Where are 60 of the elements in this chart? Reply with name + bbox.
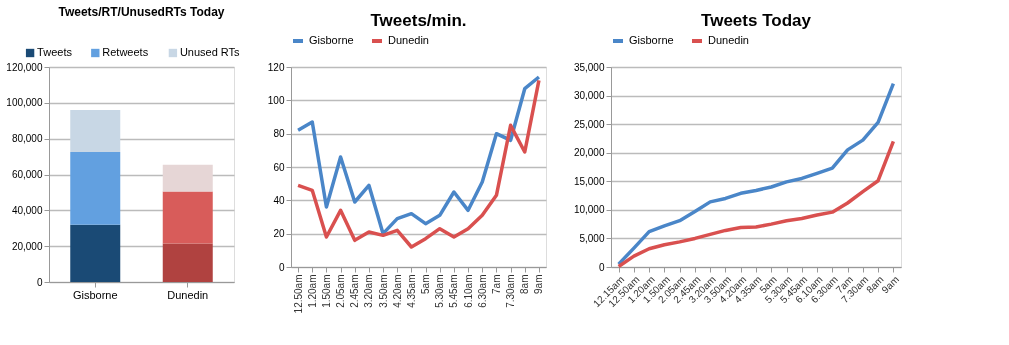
x-tick-label: 3.20am	[363, 274, 375, 308]
chart-title: Tweets/min.	[370, 11, 467, 30]
line-series	[616, 139, 896, 269]
bar	[162, 164, 213, 192]
y-tick-label: 0	[598, 261, 605, 273]
y-tick-label: 80,000	[11, 133, 43, 145]
y-tick-label: 0	[278, 261, 285, 273]
x-tick-label: 5.30am	[434, 274, 446, 308]
x-tick-label: 7am	[490, 274, 502, 294]
y-tick-label: 60,000	[11, 169, 43, 180]
bar	[162, 191, 213, 244]
legend-label: Dunedin	[388, 34, 429, 46]
x-tick-label: 5.45am	[448, 274, 460, 308]
line-series	[616, 81, 896, 266]
y-tick-label: 120,000	[6, 61, 43, 73]
x-tick-label: 12.50am	[292, 274, 304, 314]
y-tick-label: 20,000	[11, 240, 43, 252]
y-tick-label: 10,000	[573, 204, 605, 216]
x-tick-label: 4.35am	[405, 274, 417, 308]
bar	[70, 110, 121, 153]
y-tick-label: 100	[267, 94, 285, 106]
legend-label: Retweets	[102, 46, 149, 58]
x-tick-label: 8am	[519, 274, 531, 294]
legend-label: Dunedin	[708, 34, 749, 46]
bar	[70, 224, 121, 282]
x-tick-label: Dunedin	[167, 288, 209, 301]
x-tick-label: 2.05am	[335, 274, 347, 308]
legend-label: Tweets	[37, 46, 73, 58]
x-tick-label: 2.45am	[349, 274, 361, 308]
y-tick-label: 40,000	[11, 204, 43, 216]
y-tick-label: 30,000	[573, 90, 605, 102]
y-tick-label: 20,000	[573, 147, 605, 159]
y-tick-label: 35,000	[573, 61, 605, 73]
bar	[70, 152, 121, 225]
chart-title: Tweets Today	[701, 11, 812, 30]
y-tick-label: 15,000	[573, 175, 605, 187]
y-tick-label: 80	[273, 128, 285, 140]
x-tick-label: 6.30am	[476, 274, 488, 308]
x-tick-label: 6.10am	[462, 274, 474, 308]
x-tick-label: 3.50am	[377, 274, 389, 308]
y-tick-label: 100,000	[6, 97, 43, 109]
y-tick-label: 60	[273, 161, 285, 173]
y-tick-label: 0	[36, 276, 43, 288]
y-tick-label: 120	[267, 61, 285, 73]
chart-title: Tweets/RT/UnusedRTs Today	[58, 5, 225, 19]
legend-label: Gisborne	[309, 34, 354, 46]
y-tick-label: 20	[273, 228, 285, 240]
x-tick-label: 1.50am	[320, 274, 332, 308]
x-tick-label: 7.30am	[505, 274, 517, 308]
legend-label: Gisborne	[629, 34, 674, 46]
x-tick-label: 5am	[420, 274, 432, 294]
bar	[162, 243, 213, 282]
x-tick-label: Gisborne	[72, 288, 118, 301]
x-tick-label: 1.20am	[306, 274, 318, 308]
y-tick-label: 40	[273, 194, 285, 206]
y-tick-label: 25,000	[573, 118, 605, 130]
y-tick-label: 5,000	[579, 232, 605, 244]
x-tick-label: 4.20am	[391, 274, 403, 308]
legend-label: Unused RTs	[179, 46, 241, 58]
x-tick-label: 9am	[533, 274, 545, 294]
